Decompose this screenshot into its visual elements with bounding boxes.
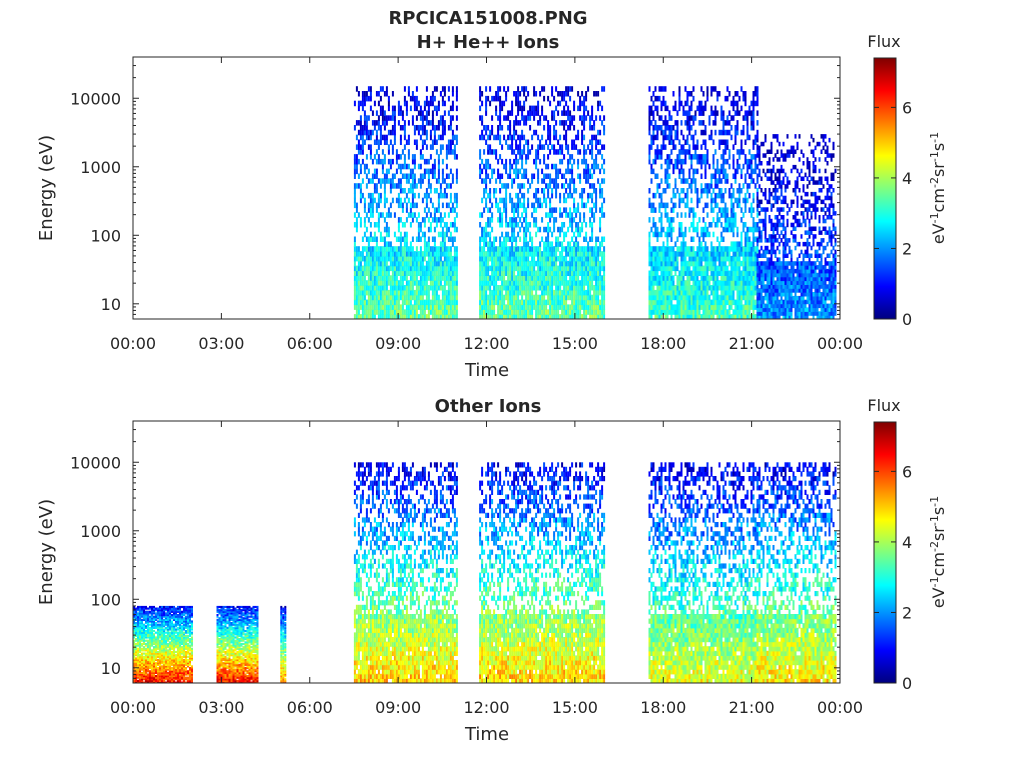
colorbar-unit: eV-1cm-2sr-1s-1 — [928, 132, 949, 244]
colorbar-ticks: 0 2 4 6 — [874, 98, 912, 329]
y-tick-label: 10000 — [70, 89, 121, 108]
x-tick-label: 03:00 — [198, 334, 244, 353]
y-axis: 10 100 1000 10000 — [70, 56, 840, 320]
colorbar-gradient — [873, 421, 897, 684]
y-tick-label: 100 — [90, 226, 121, 245]
x-axis-label: Time — [464, 360, 509, 381]
x-tick-label: 12:00 — [463, 698, 509, 717]
y-tick-label: 1000 — [80, 522, 121, 541]
x-tick-label: 15:00 — [552, 334, 598, 353]
x-tick-label: 06:00 — [287, 334, 333, 353]
x-tick-label: 00:00 — [817, 334, 863, 353]
x-tick-label: 18:00 — [640, 334, 686, 353]
panel-other-ions: Other Ions 00:00 03:00 06:00 09:00 12:00 15:0… — [36, 396, 948, 745]
colorbar-tick-label: 4 — [902, 169, 912, 188]
colorbar-gradient — [873, 57, 897, 320]
colorbar-label: Flux — [867, 32, 900, 51]
x-tick-label: 21:00 — [729, 334, 775, 353]
y-tick-label: 1000 — [80, 158, 121, 177]
colorbar-tick-label: 0 — [902, 674, 912, 693]
colorbar: Flux 0 2 4 6 eV-1cm-2sr-1s-1 — [867, 396, 948, 693]
y-axis-label: Energy (eV) — [36, 499, 57, 605]
figure-title: RPCICA151008.PNG — [388, 8, 587, 29]
x-tick-label: 21:00 — [729, 698, 775, 717]
x-tick-label: 15:00 — [552, 698, 598, 717]
x-tick-label: 18:00 — [640, 698, 686, 717]
y-tick-label: 10000 — [70, 453, 121, 472]
x-tick-label: 09:00 — [375, 698, 421, 717]
spectrogram — [353, 86, 837, 319]
x-axis: 00:00 03:00 06:00 09:00 12:00 15:00 18:00 21:00… — [110, 421, 863, 717]
colorbar-tick-label: 2 — [902, 239, 912, 258]
x-tick-label: 00:00 — [110, 698, 156, 717]
colorbar-tick-label: 0 — [902, 310, 912, 329]
x-tick-label: 09:00 — [375, 334, 421, 353]
y-tick-label: 10 — [101, 295, 121, 314]
colorbar-unit: eV-1cm-2sr-1s-1 — [928, 496, 949, 608]
x-tick-label: 12:00 — [463, 334, 509, 353]
x-tick-label: 00:00 — [817, 698, 863, 717]
colorbar-tick-label: 2 — [902, 603, 912, 622]
x-axis-label: Time — [464, 724, 509, 745]
y-axis: 10 100 1000 10000 — [70, 420, 840, 684]
panel-title: Other Ions — [435, 396, 542, 417]
y-tick-label: 100 — [90, 590, 121, 609]
x-tick-label: 00:00 — [110, 334, 156, 353]
colorbar-tick-label: 6 — [902, 462, 912, 481]
colorbar-ticks: 0 2 4 6 — [874, 462, 912, 693]
colorbar-tick-label: 4 — [902, 533, 912, 552]
y-axis-label: Energy (eV) — [36, 135, 57, 241]
y-tick-label: 10 — [101, 659, 121, 678]
panel-h-he-ions: H+ He++ Ions 00:00 03:00 06:00 09:00 12:00 15… — [36, 32, 948, 381]
spectrogram — [133, 462, 837, 683]
x-axis: 00:00 03:00 06:00 09:00 12:00 15:00 18:00 21:00… — [110, 57, 863, 353]
x-tick-label: 06:00 — [287, 698, 333, 717]
x-tick-label: 03:00 — [198, 698, 244, 717]
colorbar: Flux 0 2 4 6 eV-1cm-2sr-1s-1 — [867, 32, 948, 329]
panel-title: H+ He++ Ions — [417, 32, 560, 53]
colorbar-label: Flux — [867, 396, 900, 415]
colorbar-tick-label: 6 — [902, 98, 912, 117]
